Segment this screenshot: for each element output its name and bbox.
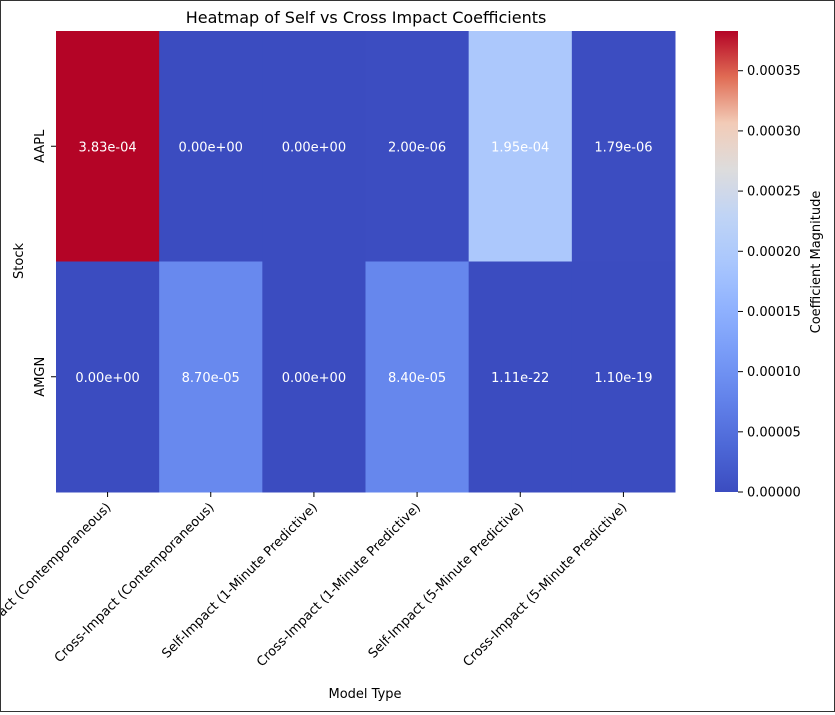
x-tick-label: Cross-Impact (1-Minute Predictive) — [254, 500, 424, 670]
heatmap-cell — [571, 261, 676, 493]
heatmap-cell — [159, 261, 263, 493]
colorbar-tick-label: 0.00025 — [747, 185, 801, 200]
cell-value-label: 1.95e-04 — [491, 140, 549, 155]
heatmap-cell — [262, 261, 366, 493]
cell-value-label: 0.00e+00 — [282, 140, 346, 155]
colorbar-tick-label: 0.00020 — [747, 245, 801, 260]
x-tick-label: Self-Impact (Contemporaneous) — [1, 500, 114, 657]
colorbar-tick-label: 0.00035 — [747, 64, 801, 79]
heatmap-cell — [262, 31, 366, 262]
cell-value-label: 1.11e-22 — [491, 371, 549, 386]
cell-value-label: 8.70e-05 — [182, 371, 240, 386]
cell-value-label: 8.40e-05 — [388, 371, 446, 386]
cell-value-label: 1.79e-06 — [594, 140, 652, 155]
x-axis-label: Model Type — [328, 687, 401, 702]
heatmap-cell — [56, 261, 160, 493]
colorbar-tick-label: 0.00030 — [747, 124, 801, 139]
colorbar-gradient — [715, 31, 738, 492]
cell-value-label: 0.00e+00 — [75, 371, 139, 386]
colorbar-tick-label: 0.00010 — [747, 365, 801, 380]
y-tick-label: AMGN — [33, 357, 48, 397]
heatmap-cell — [365, 31, 470, 262]
cell-value-label: 0.00e+00 — [179, 140, 243, 155]
colorbar-tick-label: 0.00000 — [747, 486, 801, 501]
colorbar-tick-label: 0.00005 — [747, 425, 801, 440]
cell-value-label: 3.83e-04 — [78, 140, 136, 155]
heatmap-cell-labels: 3.83e-04 0.00e+00 0.00e+00 2.00e-06 1.95e-04… — [75, 140, 652, 386]
heatmap-cell — [159, 31, 263, 262]
colorbar-ticks: 0.00000 0.00005 0.00010 0.00015 0.00020 0.000… — [738, 64, 801, 501]
heatmap-cell — [571, 31, 676, 262]
y-tick-label: AAPL — [33, 129, 48, 163]
y-axis-label: Stock — [12, 243, 27, 279]
colorbar-label: Coefficient Magnitude — [809, 191, 824, 334]
heatmap-cells — [56, 31, 676, 493]
colorbar-tick-label: 0.00015 — [747, 305, 801, 320]
cell-value-label: 1.10e-19 — [594, 371, 652, 386]
x-tick-label: Cross-Impact (Contemporaneous) — [52, 500, 218, 666]
y-axis: AAPL AMGN — [33, 129, 56, 397]
x-axis: Self-Impact (Contemporaneous)Cross-Impac… — [0, 492, 630, 670]
cell-value-label: 0.00e+00 — [282, 371, 346, 386]
heatmap-cell — [468, 261, 573, 493]
colorbar: 0.00000 0.00005 0.00010 0.00015 0.00020 0.000… — [715, 31, 824, 501]
cell-value-label: 2.00e-06 — [388, 140, 446, 155]
heatmap-cell — [468, 31, 573, 262]
x-tick-label: Cross-Impact (5-Minute Predictive) — [460, 500, 630, 670]
heatmap-cell — [365, 261, 470, 493]
heatmap-cell — [56, 31, 160, 262]
chart-title: Heatmap of Self vs Cross Impact Coeffici… — [186, 8, 547, 27]
